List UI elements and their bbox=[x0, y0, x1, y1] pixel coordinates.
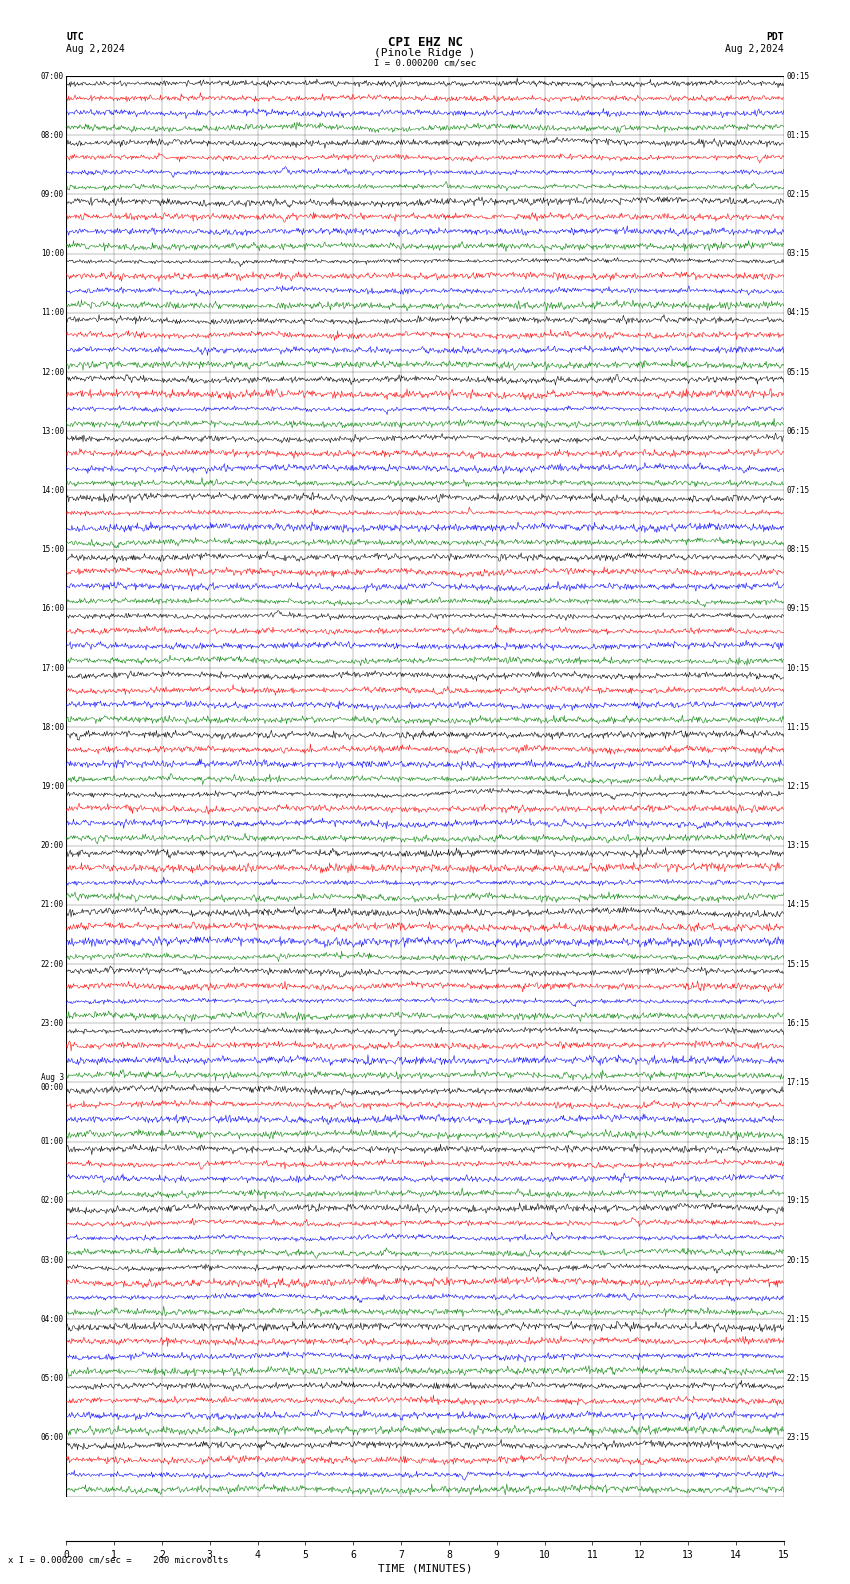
Text: 10:15: 10:15 bbox=[786, 664, 809, 673]
Text: 05:00: 05:00 bbox=[41, 1373, 64, 1383]
Text: 07:15: 07:15 bbox=[786, 486, 809, 494]
Text: 09:15: 09:15 bbox=[786, 605, 809, 613]
Text: 07:00: 07:00 bbox=[41, 71, 64, 81]
Text: 14:00: 14:00 bbox=[41, 486, 64, 494]
Text: 18:15: 18:15 bbox=[786, 1137, 809, 1147]
Text: 11:00: 11:00 bbox=[41, 309, 64, 317]
Text: 15:15: 15:15 bbox=[786, 960, 809, 968]
Text: 09:00: 09:00 bbox=[41, 190, 64, 200]
Text: 01:15: 01:15 bbox=[786, 131, 809, 139]
Text: 14:15: 14:15 bbox=[786, 900, 809, 909]
Text: 23:15: 23:15 bbox=[786, 1434, 809, 1441]
Text: 21:15: 21:15 bbox=[786, 1315, 809, 1324]
Text: 12:00: 12:00 bbox=[41, 367, 64, 377]
Text: 02:00: 02:00 bbox=[41, 1196, 64, 1205]
Text: UTC: UTC bbox=[66, 32, 84, 41]
Text: 19:15: 19:15 bbox=[786, 1196, 809, 1205]
Text: (Pinole Ridge ): (Pinole Ridge ) bbox=[374, 48, 476, 57]
Text: 17:00: 17:00 bbox=[41, 664, 64, 673]
Text: 13:15: 13:15 bbox=[786, 841, 809, 851]
Text: PDT: PDT bbox=[766, 32, 784, 41]
Text: CPI EHZ NC: CPI EHZ NC bbox=[388, 36, 462, 49]
Text: 02:15: 02:15 bbox=[786, 190, 809, 200]
Text: 16:00: 16:00 bbox=[41, 605, 64, 613]
Text: 13:00: 13:00 bbox=[41, 426, 64, 436]
Text: 03:00: 03:00 bbox=[41, 1256, 64, 1264]
Text: 08:00: 08:00 bbox=[41, 131, 64, 139]
Text: 03:15: 03:15 bbox=[786, 249, 809, 258]
Text: 16:15: 16:15 bbox=[786, 1019, 809, 1028]
Text: 11:15: 11:15 bbox=[786, 722, 809, 732]
Text: 00:15: 00:15 bbox=[786, 71, 809, 81]
Text: 18:00: 18:00 bbox=[41, 722, 64, 732]
Text: Aug 3
00:00: Aug 3 00:00 bbox=[41, 1072, 64, 1091]
Text: 22:15: 22:15 bbox=[786, 1373, 809, 1383]
Text: x I = 0.000200 cm/sec =    200 microvolts: x I = 0.000200 cm/sec = 200 microvolts bbox=[8, 1555, 229, 1565]
Text: 20:00: 20:00 bbox=[41, 841, 64, 851]
Text: 23:00: 23:00 bbox=[41, 1019, 64, 1028]
X-axis label: TIME (MINUTES): TIME (MINUTES) bbox=[377, 1563, 473, 1573]
Text: 20:15: 20:15 bbox=[786, 1256, 809, 1264]
Text: 19:00: 19:00 bbox=[41, 782, 64, 790]
Text: 17:15: 17:15 bbox=[786, 1079, 809, 1087]
Text: 15:00: 15:00 bbox=[41, 545, 64, 554]
Text: 05:15: 05:15 bbox=[786, 367, 809, 377]
Text: 04:00: 04:00 bbox=[41, 1315, 64, 1324]
Text: I = 0.000200 cm/sec: I = 0.000200 cm/sec bbox=[374, 59, 476, 68]
Text: 06:15: 06:15 bbox=[786, 426, 809, 436]
Text: Aug 2,2024: Aug 2,2024 bbox=[725, 44, 784, 54]
Text: 06:00: 06:00 bbox=[41, 1434, 64, 1441]
Text: 08:15: 08:15 bbox=[786, 545, 809, 554]
Text: 12:15: 12:15 bbox=[786, 782, 809, 790]
Text: 04:15: 04:15 bbox=[786, 309, 809, 317]
Text: 21:00: 21:00 bbox=[41, 900, 64, 909]
Text: 10:00: 10:00 bbox=[41, 249, 64, 258]
Text: 01:00: 01:00 bbox=[41, 1137, 64, 1147]
Text: Aug 2,2024: Aug 2,2024 bbox=[66, 44, 125, 54]
Text: 22:00: 22:00 bbox=[41, 960, 64, 968]
